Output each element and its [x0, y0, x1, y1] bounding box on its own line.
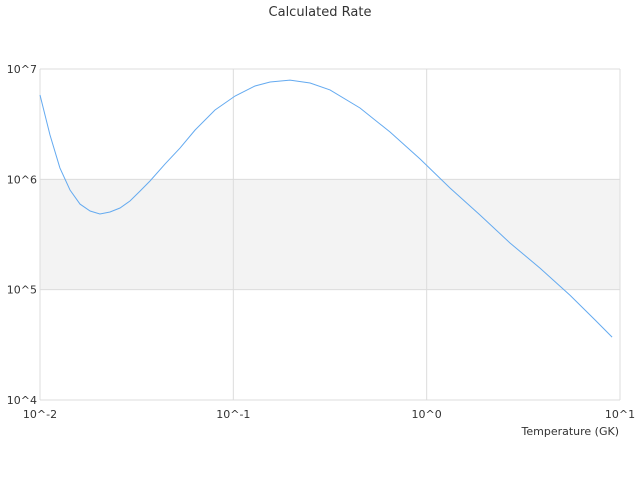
y-tick-label: 10^6: [7, 173, 37, 186]
x-tick-label: 10^-1: [216, 408, 250, 421]
chart-title: Calculated Rate: [269, 5, 372, 20]
x-tick-label: 10^1: [605, 408, 635, 421]
series-line-rate: [39, 79, 613, 338]
x-tick-label: 10^-2: [23, 408, 57, 421]
y-tick-label: 10^4: [7, 394, 37, 407]
x-tick-label: 10^0: [412, 408, 442, 421]
grid-band: [40, 179, 620, 290]
x-axis-label: Temperature (GK): [521, 425, 620, 438]
y-tick-label: 10^7: [7, 63, 37, 76]
y-tick-label: 10^5: [7, 284, 37, 297]
